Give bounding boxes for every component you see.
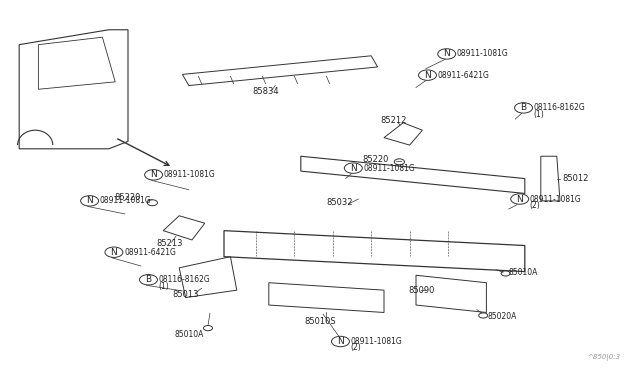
Text: 08911-1081G: 08911-1081G [457,49,509,58]
Text: N: N [111,248,117,257]
Text: 85220: 85220 [115,193,141,202]
Text: 08911-1081G: 08911-1081G [164,170,216,179]
Text: 08116-8162G: 08116-8162G [159,275,211,284]
Text: 85220: 85220 [362,155,388,164]
Text: 85834: 85834 [253,87,280,96]
Text: 85090: 85090 [408,286,435,295]
Text: 08116-8162G: 08116-8162G [534,103,586,112]
Text: 85013: 85013 [173,290,199,299]
Text: N: N [337,337,344,346]
Text: 08911-1081G: 08911-1081G [100,196,152,205]
Text: N: N [150,170,157,179]
Text: (1): (1) [534,110,544,119]
Text: 08911-6421G: 08911-6421G [124,248,176,257]
Text: 85010S: 85010S [304,317,335,326]
Text: B: B [145,275,152,284]
Text: 08911-1081G: 08911-1081G [364,164,415,173]
Text: 85020A: 85020A [488,312,517,321]
Text: 85212: 85212 [381,116,407,125]
Text: 85010A: 85010A [174,330,204,339]
Text: N: N [516,195,523,203]
Text: N: N [424,71,431,80]
Text: 08911-1081G: 08911-1081G [530,195,582,203]
Text: 08911-6421G: 08911-6421G [438,71,490,80]
Text: 85012: 85012 [562,174,588,183]
Text: N: N [86,196,93,205]
Text: (1): (1) [159,282,169,291]
Text: ^850|0:3: ^850|0:3 [588,354,621,361]
Text: 85010A: 85010A [509,268,538,277]
Text: 85213: 85213 [157,239,183,248]
Text: (2): (2) [530,201,540,210]
Text: B: B [520,103,527,112]
Text: (2): (2) [351,343,361,352]
Text: N: N [444,49,450,58]
Text: 08911-1081G: 08911-1081G [351,337,403,346]
Text: 85032: 85032 [326,198,353,207]
Text: N: N [350,164,356,173]
